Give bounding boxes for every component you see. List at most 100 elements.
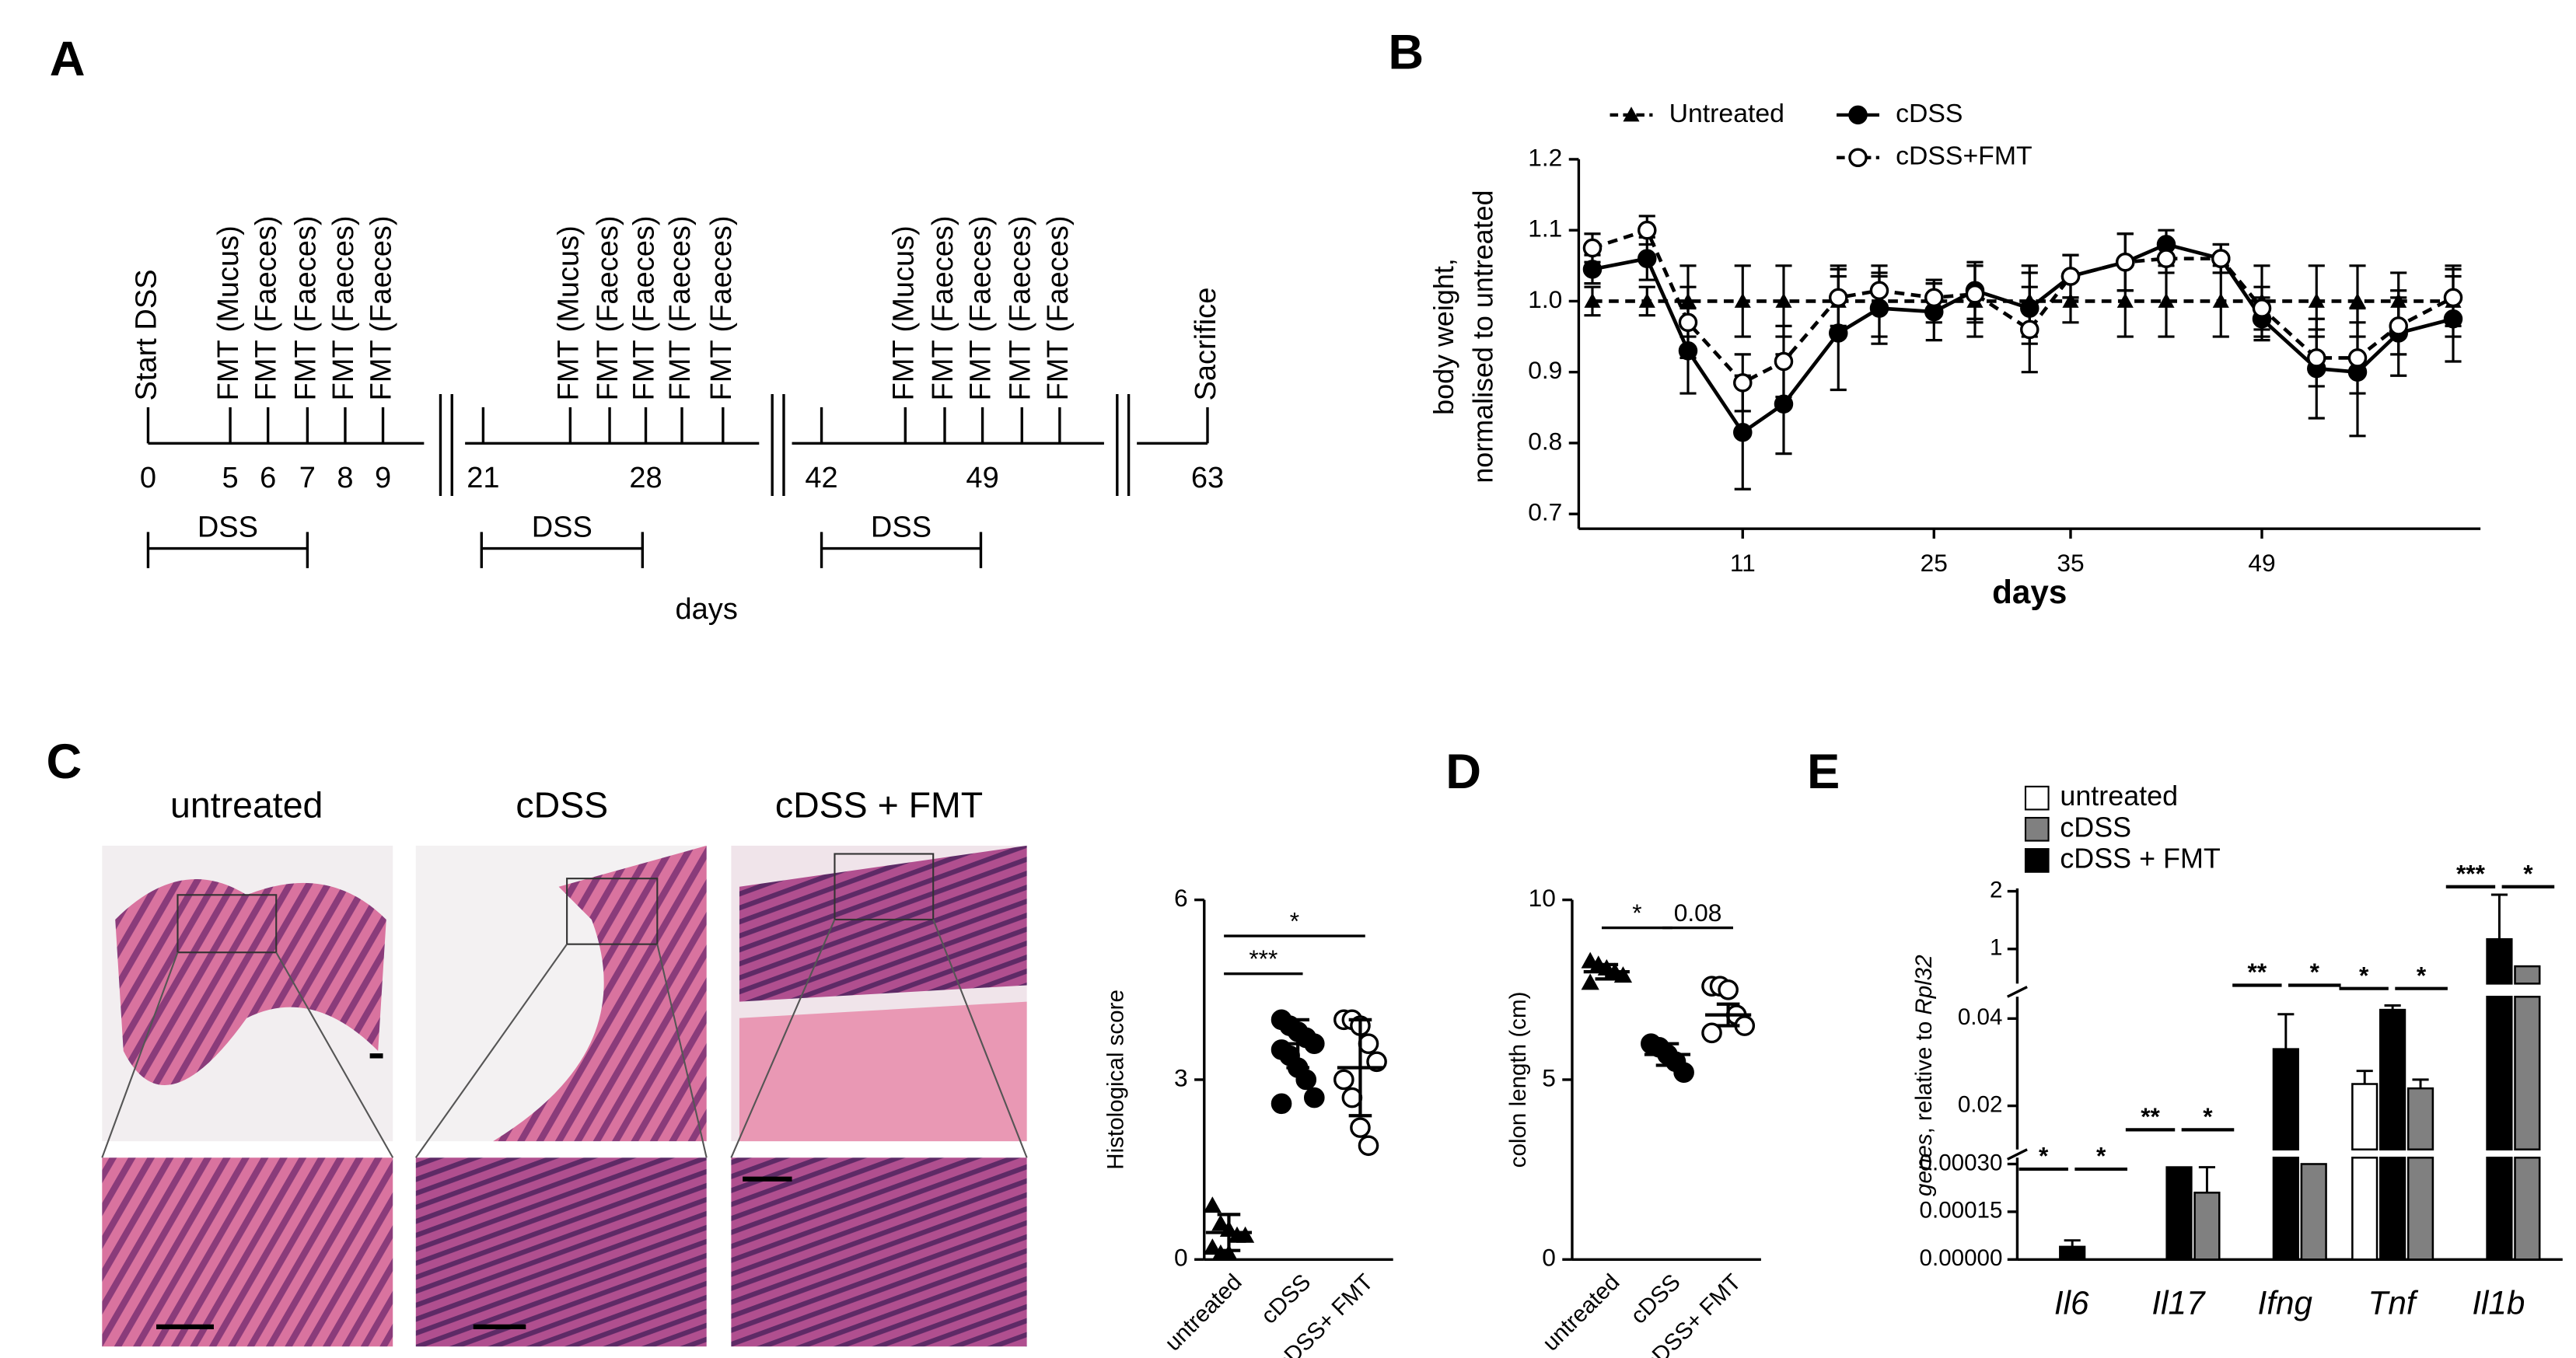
zoom-box: [177, 894, 278, 954]
y-tick-label: 0.00015: [1920, 1198, 2003, 1224]
legend-swatch: [2024, 848, 2050, 873]
significance-label: *: [1632, 899, 1641, 927]
legend-swatch: [2024, 785, 2050, 811]
marker: [2307, 348, 2326, 368]
marker: [1358, 1135, 1379, 1157]
bar: [2514, 965, 2541, 985]
bar: [2165, 1166, 2193, 1261]
axis-break: [2006, 986, 2028, 998]
day-label: 0: [140, 462, 156, 494]
image-title: cDSS + FMT: [775, 785, 983, 826]
marker: [1203, 1196, 1222, 1213]
event-label: FMT (Faeces): [927, 215, 959, 400]
marker: [1219, 1244, 1239, 1261]
histology-zoom: [731, 1157, 1027, 1347]
tissue: [739, 845, 1027, 1002]
y-tick-label: 0: [1542, 1244, 1556, 1272]
bar: [2272, 1048, 2299, 1150]
event-label: FMT (Faeces): [965, 215, 998, 400]
marker: [1638, 249, 1657, 268]
event-label: Sacrifice: [1190, 288, 1222, 401]
axis-break: [2006, 1148, 2028, 1161]
event-label: FMT (Faeces): [327, 215, 360, 400]
y-tick-label: 1: [1990, 935, 2002, 961]
marker: [1350, 1117, 1371, 1138]
error-bar: [1595, 962, 1619, 981]
x-tick-label: Ifng: [2258, 1285, 2313, 1321]
legend-marker: [1848, 148, 1868, 168]
error-bar: [1217, 1213, 1241, 1252]
x-tick-label: cDSS: [1257, 1269, 1316, 1329]
axis-break: [1116, 393, 1131, 496]
legend-label: Untreated: [1669, 99, 1784, 128]
y-tick-label: 0.00000: [1920, 1245, 2003, 1271]
marker: [1638, 220, 1657, 240]
y-tick-label: 0: [1174, 1244, 1188, 1272]
dss-label: DSS: [197, 511, 258, 543]
y-tick-label: 6: [1174, 884, 1188, 912]
event-label: Start DSS: [131, 269, 163, 400]
marker: [1271, 1093, 1292, 1115]
event-label: FMT (Faeces): [664, 215, 697, 400]
legend-swatch: [2024, 816, 2050, 842]
marker: [2252, 298, 2272, 318]
marker: [1211, 1214, 1230, 1231]
marker: [1701, 1022, 1722, 1044]
event-label: FMT (Faeces): [365, 215, 398, 400]
day-label: 6: [260, 462, 276, 494]
zoom-box: [834, 853, 935, 921]
image-title: untreated: [170, 785, 323, 826]
day-label: 21: [467, 462, 499, 494]
error-bar: [2384, 1004, 2401, 1011]
significance-label: *: [2039, 1142, 2049, 1170]
marker: [1774, 394, 1794, 414]
histology-zoom: [102, 1157, 393, 1347]
dss-bracket: [820, 532, 983, 568]
y-tick-label: 2: [1990, 877, 2002, 902]
bar: [2486, 995, 2513, 1150]
y-axis-label-part: genes: [1911, 1133, 1937, 1196]
axis-break: [439, 393, 453, 496]
marker: [1733, 422, 1753, 442]
marker: [2347, 348, 2368, 368]
x-tick-label: 11: [1730, 549, 1756, 577]
legend-label: cDSS: [2060, 811, 2131, 843]
dss-label: DSS: [871, 511, 931, 543]
significance-label: *: [1290, 907, 1299, 935]
y-tick-label: 0.9: [1528, 356, 1562, 384]
y-tick-label: 5: [1542, 1063, 1556, 1091]
marker: [1829, 288, 1848, 308]
event-label: FMT (Mucus): [552, 225, 585, 400]
x-tick-label: untreated: [1160, 1269, 1247, 1356]
marker: [2212, 292, 2229, 308]
day-label: 5: [222, 462, 239, 494]
bar: [2193, 1192, 2221, 1261]
event-label: FMT (Mucus): [887, 225, 920, 400]
marker: [1333, 1069, 1354, 1091]
significance-label: ***: [2456, 859, 2486, 887]
marker: [1734, 292, 1751, 308]
error-bar: [2064, 1239, 2081, 1247]
y-tick-label: 0.7: [1528, 498, 1562, 526]
significance-label: *: [2417, 961, 2427, 989]
significance-label: *: [2096, 1142, 2106, 1170]
error-bar: [1716, 1002, 1740, 1028]
x-tick-label: Il1b: [2472, 1285, 2525, 1321]
zoom-connector: [101, 919, 1028, 1158]
bar: [2406, 1157, 2434, 1261]
y-axis-label: body weight,: [1428, 258, 1459, 415]
marker: [1774, 351, 1794, 372]
marker: [1829, 323, 1848, 343]
tissue: [739, 1001, 1027, 1142]
error-bar: [2356, 1070, 2373, 1084]
legend-marker: [1623, 106, 1640, 122]
panel-label: B: [1388, 26, 1424, 80]
marker: [1638, 292, 1655, 308]
error-bar: [2277, 1013, 2295, 1049]
marker: [1581, 973, 1599, 990]
dss-label: DSS: [532, 511, 592, 543]
day-label: 42: [805, 462, 837, 494]
marker: [1295, 1069, 1317, 1091]
x-tick-label: Tnf: [2368, 1285, 2419, 1321]
